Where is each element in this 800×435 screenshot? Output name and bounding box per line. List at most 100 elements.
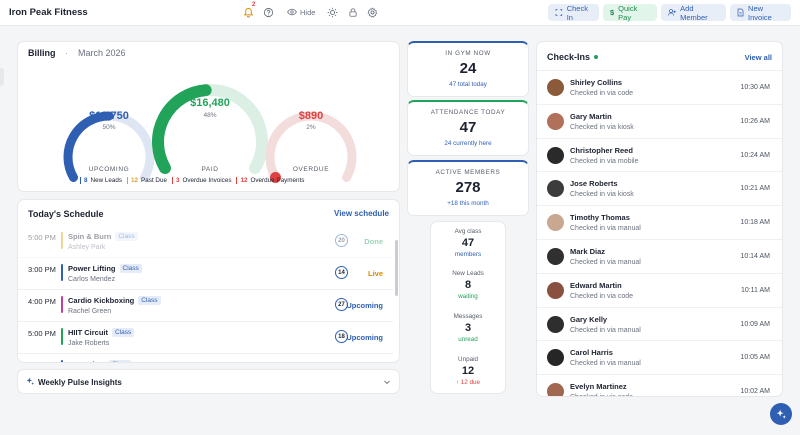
schedule-class: Power Lifting Class [68,264,142,273]
schedule-time: 4:00 PM [28,297,56,306]
overdue-label: OVERDUE [292,166,330,173]
help-icon[interactable] [262,6,275,19]
weekly-pulse-panel[interactable]: Weekly Pulse Insights [17,369,400,394]
stat-attendance-today[interactable]: ATTENDANCE TODAY 47 24 currently here [407,100,529,156]
schedule-class-name: Spin & Burn [68,232,112,241]
schedule-trainer: Carlos Mendez [68,276,116,283]
checkin-row[interactable]: Shirley Collins Checked in via code 10:30 … [537,71,782,105]
checkin-row[interactable]: Gary Kelly Checked in via manual 10:09 AM [537,308,782,342]
paid-pct: 48% [203,112,217,119]
checkin-name: Mark Diaz [570,246,606,256]
legend-new-leads-count: 8 [84,177,88,184]
checkins-list: Shirley Collins Checked in via code 10:30 … [537,70,782,396]
add-member-button[interactable]: Add Member [661,4,726,22]
schedule-row[interactable]: 5:00 PM Spin & Burn Class Ashley Park 20 Done [18,226,393,258]
upcoming-gauge-fill[interactable] [63,111,114,182]
mini-stat-new-leads[interactable]: New Leads 8 waiting [431,270,505,300]
paid-gauge-fill[interactable] [152,84,212,174]
notification-badge: 2 [252,2,256,8]
mini-stat-label: New Leads [452,270,484,277]
stat-in-gym-now[interactable]: IN GYM NOW 24 47 total today [407,41,529,97]
schedule-row[interactable]: 3:00 PM Power Lifting Class Carlos Mendez 14… [18,258,393,290]
checkin-row[interactable]: Edward Martin Checked in via code 10:11 AM [537,274,782,308]
legend-overdue-payments-count: 12 [240,177,248,184]
schedule-title: Today's Schedule [28,209,104,219]
schedule-status: Upcoming [346,301,383,310]
hide-button[interactable]: Hide [287,7,315,17]
new-invoice-button[interactable]: New Invoice [730,4,791,22]
checkin-method: Checked in via code [570,90,634,97]
overdue-gauge-fill[interactable] [269,172,281,183]
mini-stat-value: 12 [461,365,475,377]
legend-overdue-payments[interactable]: 12 Overdue Payments [236,177,304,184]
stat-sub: +18 this month [447,200,489,207]
schedule-class-name: Yoga Flow [68,360,105,362]
checkin-method: Checked in via manual [570,326,641,334]
sparkle-icon [776,409,786,419]
stat-value: 47 [459,119,477,136]
avatar [547,281,564,299]
legend-new-leads[interactable]: 8 New Leads [80,177,122,184]
schedule-scrollbar[interactable] [395,240,398,296]
checkin-time: 10:05 AM [740,354,770,362]
checkin-time: 10:02 AM [740,388,770,396]
gear-icon[interactable] [366,6,379,19]
checkin-row[interactable]: Timothy Thomas Checked in via manual 10:18… [537,206,782,240]
mini-stat-sub: ↑ 12 due [455,379,481,386]
checkin-method: Checked in via code [570,394,633,396]
checkin-name: Gary Martin [570,111,612,121]
schedule-color-bar [61,360,63,362]
checkin-method: Checked in via code [570,292,634,300]
legend-past-due[interactable]: 12 Past Due [127,177,167,184]
checkin-row[interactable]: Gary Martin Checked in via kiosk 10:26 AM [537,105,782,139]
checkin-name: Timothy Thomas [570,213,630,223]
schedule-row[interactable]: 5:00 PM HIIT Circuit Class Jake Roberts 18 Up… [18,322,393,354]
schedule-color-bar [61,296,63,313]
paid-label: PAID [201,166,219,173]
assistant-fab-button[interactable] [770,403,792,425]
avatar [547,79,564,96]
schedule-row[interactable]: 4:00 PM Cardio Kickboxing Class Rachel Gree… [18,290,393,322]
legend-overdue-invoices[interactable]: 3 Overdue Invoices [171,177,231,184]
stat-active-members[interactable]: ACTIVE MEMBERS 278 +18 this month [407,160,529,216]
schedule-trainer: Jake Roberts [68,340,110,347]
legend-overdue-invoices-count: 3 [175,177,180,184]
quick-pay-label: Quick Pay [618,3,638,22]
schedule-time: 5:00 PM [28,329,56,338]
chevron-down-icon[interactable] [383,378,391,386]
stat-label: ATTENDANCE TODAY [430,109,506,116]
checkin-row[interactable]: Evelyn Martinez Checked in via code 10:02 … [537,375,782,396]
upcoming-label: UPCOMING [88,166,130,173]
view-all-checkins-link[interactable]: View all [744,53,772,62]
checkin-method: Checked in via kiosk [570,191,634,199]
mini-stat-messages[interactable]: Messages 3 unread [431,313,505,343]
lock-icon[interactable] [346,6,359,19]
mini-stat-sub: members [454,251,482,258]
checkin-row[interactable]: Carol Harris Checked in via manual 10:05 A… [537,341,782,376]
checkin-name: Shirley Collins [570,78,623,87]
avatar [547,146,564,164]
schedule-attendee-count: 14 [335,266,348,279]
stat-value: 278 [455,179,481,196]
schedule-class-tag: Class [115,232,138,241]
mini-stat-value: 8 [464,279,472,291]
schedule-time: 3:00 PM [28,265,56,274]
mini-stat-label: Unpaid [458,356,478,363]
quick-pay-button[interactable]: $ Quick Pay [603,3,657,22]
checkin-method: Checked in via manual [570,258,641,266]
check-in-label: Check In [566,3,588,22]
checkin-row[interactable]: Mark Diaz Checked in via manual 10:14 AM [537,240,782,274]
mini-stat-unpaid[interactable]: Unpaid 12 ↑ 12 due [431,356,505,386]
view-schedule-link[interactable]: View schedule [334,209,389,218]
theme-sun-icon[interactable] [326,6,339,19]
checkin-row[interactable]: Jose Roberts Checked in via kiosk 10:21 AM [537,172,782,207]
schedule-row[interactable]: 6:00 PM Yoga FlowClass [18,354,393,362]
schedule-time: 6:00 PM [28,361,58,362]
mini-stat-avg-class[interactable]: Avg class 47 members [431,228,505,258]
avatar [547,315,564,333]
sidebar-edge-handle[interactable] [0,68,4,86]
checkin-name: Evelyn Martinez [570,382,627,392]
bell-icon[interactable] [242,6,255,19]
check-in-button[interactable]: Check In [548,3,599,22]
checkin-row[interactable]: Christopher Reed Checked in via mobile 10:… [537,139,782,173]
